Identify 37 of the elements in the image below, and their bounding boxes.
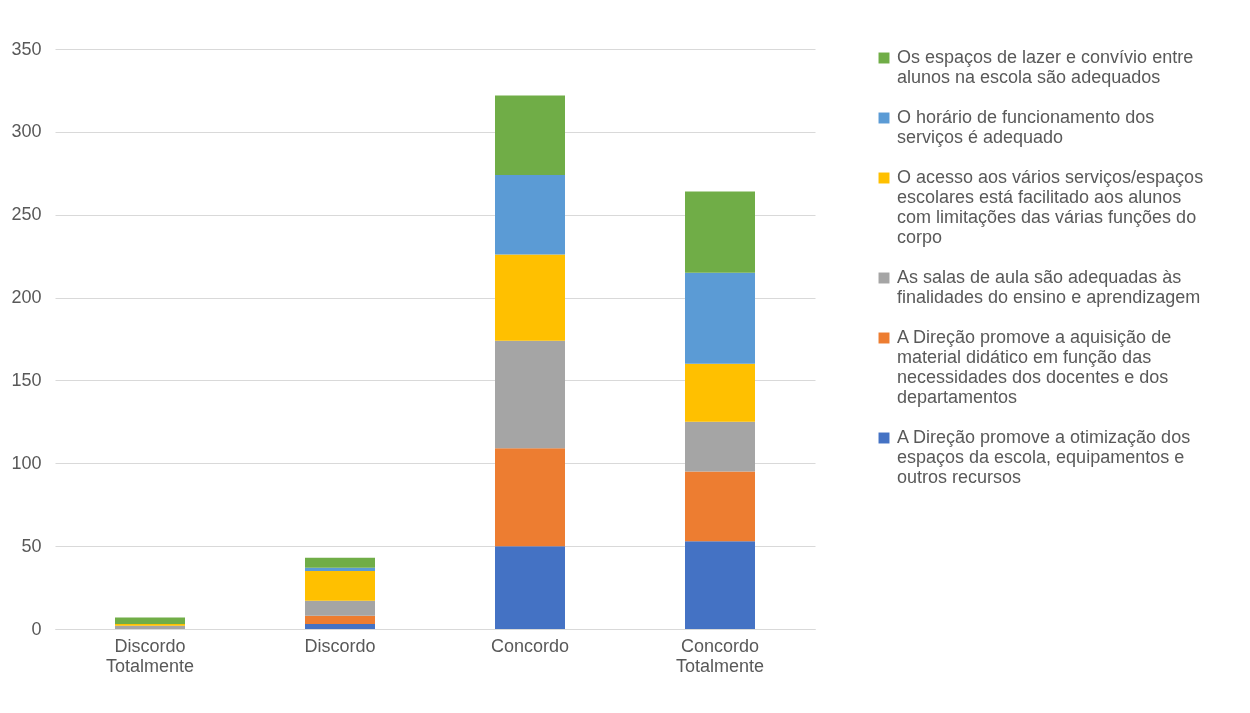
- bar: [495, 174, 565, 255]
- legend-label: As salas de aula são adequadas às finalidades do ensino e aprendizagem: [897, 267, 1201, 307]
- bar: [495, 254, 565, 341]
- bar: [495, 546, 565, 629]
- y-tick-label: 200: [11, 287, 42, 308]
- bar: [305, 624, 375, 629]
- y-tick-label: 100: [11, 452, 42, 473]
- bar: [495, 448, 565, 547]
- legend-label: A Direção promove a aquisição de material didático em função das necessidades dos docentes e dos departamentos: [897, 327, 1172, 407]
- legend-label: O horário de funcionamento dos serviços é adequado: [897, 107, 1155, 147]
- y-tick-label: 350: [11, 38, 42, 59]
- legend-label: O acesso aos vários serviços/espaços escolares está facilitado aos alunos com limitações das várias funções do corpo: [897, 167, 1204, 247]
- bar: [305, 557, 375, 568]
- bar: [305, 567, 375, 571]
- bar: [685, 272, 755, 364]
- y-tick-label: 0: [31, 618, 42, 639]
- x-tick-label: Concordo: [490, 635, 570, 656]
- y-tick-label: 250: [11, 204, 42, 225]
- legend-label: A Direção promove a otimização dos espaços da escola, equipamentos e outros recursos: [897, 427, 1191, 487]
- y-tick-label: 150: [11, 369, 42, 390]
- bar: [305, 600, 375, 616]
- bar: [495, 95, 565, 175]
- bar: [305, 571, 375, 601]
- bar: [685, 191, 755, 273]
- bar: [685, 363, 755, 422]
- x-tick-label: Discordo Totalmente: [105, 635, 195, 676]
- x-tick-label: Concordo Totalmente: [675, 635, 765, 676]
- bar: [685, 541, 755, 629]
- bar: [115, 617, 185, 625]
- y-tick-label: 300: [11, 121, 42, 142]
- bar: [685, 421, 755, 472]
- y-tick-label: 50: [21, 535, 42, 556]
- bar: [495, 340, 565, 449]
- x-tick-label: Discordo: [304, 635, 376, 656]
- bar: [685, 471, 755, 542]
- bar: [305, 615, 375, 625]
- legend-label: Os espaços de lazer e convívio entre alunos na escola são adequados: [897, 47, 1194, 87]
